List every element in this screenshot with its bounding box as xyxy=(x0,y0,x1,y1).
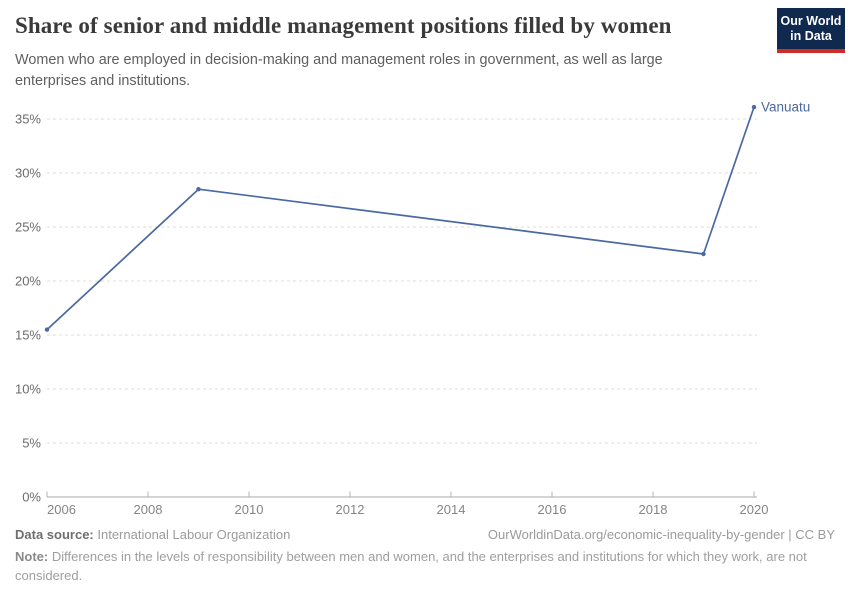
x-tick-label: 2008 xyxy=(134,502,163,517)
y-tick-label: 5% xyxy=(22,436,41,451)
entity-label: Vanuatu xyxy=(761,100,810,115)
y-axis-labels: 0% 5% 10% 15% 20% 25% 30% 35% xyxy=(15,112,41,505)
y-tick-label: 35% xyxy=(15,112,41,127)
chart-subtitle: Women who are employed in decision-makin… xyxy=(15,50,663,91)
page-title: Share of senior and middle management po… xyxy=(15,13,672,38)
data-point xyxy=(44,327,50,332)
data-series: Vanuatu xyxy=(44,100,810,332)
logo-line-2: in Data xyxy=(790,29,832,43)
citation-link[interactable]: OurWorldinData.org/economic-inequality-b… xyxy=(487,527,835,542)
owid-logo: Our World in Data xyxy=(777,8,845,53)
y-tick-label: 15% xyxy=(15,328,41,343)
y-tick-label: 20% xyxy=(15,274,41,289)
data-source-value: International Labour Organization xyxy=(97,527,291,542)
logo-line-1: Our World xyxy=(780,14,842,28)
subtitle-line-2: enterprises and institutions. xyxy=(15,72,191,89)
x-axis-labels: 2006 2008 2010 2012 2014 2016 2018 2020 xyxy=(47,502,768,517)
data-point xyxy=(701,251,706,257)
y-tick-label: 25% xyxy=(15,220,41,235)
x-tick-label: 2012 xyxy=(336,502,365,517)
note-label: Note: xyxy=(15,549,49,564)
y-tick-label: 0% xyxy=(22,490,41,505)
x-tick-label: 2014 xyxy=(437,502,466,517)
x-tick-label: 2010 xyxy=(235,502,264,517)
y-gridlines xyxy=(47,118,757,444)
chart-note: Note: Differences in the levels of respo… xyxy=(15,547,837,585)
subtitle-line-1: Women who are employed in decision-makin… xyxy=(15,52,663,68)
y-tick-label: 10% xyxy=(15,382,41,397)
x-axis xyxy=(46,491,757,498)
data-point xyxy=(196,187,201,192)
x-tick-label: 2016 xyxy=(538,502,567,517)
y-tick-label: 30% xyxy=(15,166,41,181)
line-chart[interactable]: 0%5%10%15%20%25%30%35%2006 2008 2010 2012 20… xyxy=(0,95,850,525)
x-tick-label: 2018 xyxy=(639,502,668,517)
x-tick-label: 2006 xyxy=(47,502,76,517)
data-point xyxy=(751,104,757,110)
chart-footer: Data source: International Labour Organi… xyxy=(15,527,835,585)
note-text: Differences in the levels of responsibil… xyxy=(15,549,807,583)
data-source: Data source: International Labour Organi… xyxy=(15,527,290,542)
x-tick-label: 2020 xyxy=(740,502,769,517)
data-line xyxy=(46,106,755,331)
data-source-label: Data source: xyxy=(15,527,94,542)
